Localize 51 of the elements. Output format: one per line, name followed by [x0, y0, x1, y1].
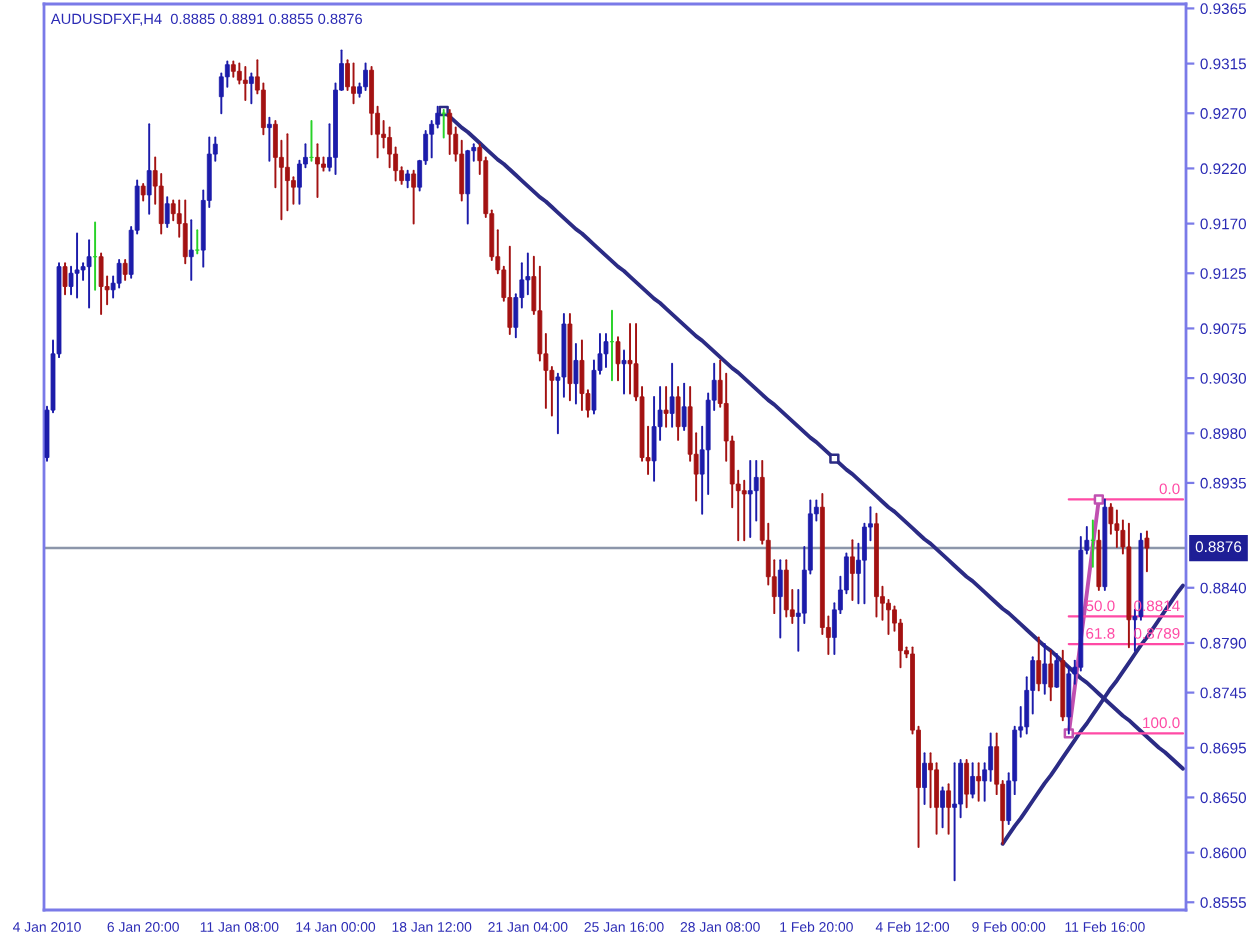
candlestick	[146, 123, 152, 215]
point	[829, 453, 840, 464]
candlestick	[74, 232, 80, 299]
candlestick	[363, 62, 368, 92]
candlestick	[783, 559, 789, 618]
candlestick	[970, 762, 976, 799]
candlestick	[615, 336, 621, 382]
candlestick	[1054, 653, 1060, 689]
candlestick	[976, 762, 982, 802]
candlestick	[1144, 530, 1150, 573]
candlestick	[248, 72, 254, 105]
candlestick	[946, 783, 951, 835]
candlestick	[62, 262, 68, 296]
candlestick	[579, 339, 585, 412]
candlestick	[164, 196, 170, 228]
candlestick	[621, 349, 627, 395]
candlestick	[675, 385, 681, 441]
candlestick	[188, 219, 194, 281]
candlestick	[266, 116, 272, 162]
candlestick	[86, 239, 92, 309]
candlestick	[1114, 509, 1120, 548]
candlestick	[285, 133, 290, 212]
candlestick	[627, 323, 633, 395]
candlestick	[182, 199, 188, 265]
candlestick	[747, 459, 753, 538]
candlestick	[952, 762, 957, 882]
candlestick	[98, 252, 104, 316]
candlestick	[351, 62, 356, 105]
candlestick	[777, 559, 783, 639]
candlestick	[964, 758, 970, 809]
candlestick	[573, 342, 579, 405]
candlestick	[194, 229, 200, 255]
point	[1093, 494, 1105, 505]
candlestick	[1048, 649, 1054, 702]
candlestick	[681, 382, 687, 431]
candlestick	[603, 332, 609, 369]
candlestick	[922, 752, 927, 806]
candlestick	[242, 65, 248, 101]
candlestick	[940, 786, 945, 829]
candlestick	[669, 362, 675, 428]
candlestick	[465, 149, 471, 225]
candlestick	[122, 259, 128, 281]
candlestick	[315, 143, 320, 199]
candlestick	[411, 169, 417, 225]
candlestick	[1036, 636, 1042, 692]
candlestick	[1096, 529, 1102, 591]
candlestick	[663, 385, 669, 428]
candlestick	[447, 108, 453, 156]
candlestick	[1042, 643, 1048, 695]
candlestick	[850, 539, 855, 601]
candlestick	[507, 245, 513, 335]
